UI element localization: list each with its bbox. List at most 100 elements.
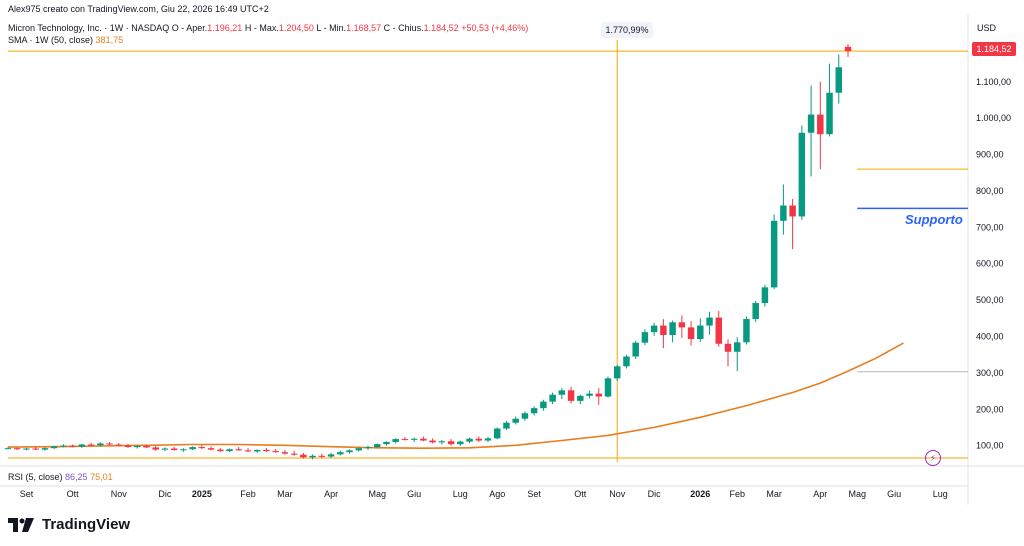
y-tick-label: 100,00 <box>976 441 1004 451</box>
candle-body <box>567 390 575 401</box>
lightning-icon[interactable]: ⚡ <box>925 450 941 466</box>
x-tick-label: Giu <box>887 489 901 499</box>
candle-body <box>540 401 547 409</box>
candle-body <box>706 317 713 326</box>
candle-body <box>309 455 316 458</box>
candle-body <box>69 445 76 447</box>
candle-body <box>364 447 372 449</box>
candle-body <box>78 444 86 447</box>
candle-body <box>826 92 833 135</box>
x-tick-label: 2026 <box>690 489 710 499</box>
x-tick-label: Apr <box>813 489 827 499</box>
sma-legend: SMA · 1W (50, close) 381,75 <box>8 35 123 45</box>
candle-body <box>503 422 510 429</box>
candle-body <box>743 319 750 343</box>
x-tick-label: Set <box>20 489 34 499</box>
candle-body <box>807 114 815 133</box>
y-tick-label: 200,00 <box>976 404 1004 414</box>
candle-body <box>697 325 704 340</box>
candle-body <box>235 449 242 451</box>
candle-body <box>678 322 686 328</box>
open-value: 1.196,21 <box>207 23 243 33</box>
y-tick-label: 1.100,00 <box>976 77 1011 87</box>
candle-body <box>180 449 187 451</box>
sma-label: SMA · 1W (50, close) <box>8 35 94 45</box>
symbol-description: Micron Technology, Inc. · 1W · NASDAQ <box>8 23 170 33</box>
close-label: C - Chius. <box>383 23 424 33</box>
candle-body <box>595 393 602 397</box>
support-annotation: Supporto <box>905 212 963 227</box>
sma-value: 381,75 <box>95 35 124 45</box>
rsi-legend: RSI (5, close) 86,25 75,01 <box>8 472 113 482</box>
candle-body <box>715 317 722 344</box>
x-tick-label: Lug <box>453 489 468 499</box>
candle-body <box>106 443 113 445</box>
x-tick-label: Ago <box>489 489 505 499</box>
measure-label: 1.770,99% <box>601 22 653 38</box>
candle-body <box>374 444 381 448</box>
candle-body <box>614 366 621 379</box>
candle-body <box>457 441 464 445</box>
candle-body <box>263 449 270 452</box>
candle-body <box>586 393 593 396</box>
x-tick-label: Ott <box>574 489 587 499</box>
candle-body <box>355 448 362 451</box>
candle-body <box>337 452 344 455</box>
candle-body <box>124 445 132 448</box>
candle-body <box>346 450 353 453</box>
candle-body <box>383 441 390 445</box>
low-value: 1.168,57 <box>346 23 382 33</box>
x-tick-label: Nov <box>609 489 626 499</box>
candle-body <box>438 441 446 443</box>
candle-body <box>254 449 261 452</box>
candle-body <box>134 445 141 448</box>
candle-body <box>494 428 501 439</box>
x-tick-label: Mar <box>766 489 782 499</box>
currency-label: USD <box>977 23 997 33</box>
candle-body <box>521 413 529 419</box>
tradingview-logo: TradingView <box>8 516 130 533</box>
y-tick-label: 500,00 <box>976 295 1004 305</box>
candle-body <box>687 327 695 340</box>
candle-body <box>650 325 658 333</box>
tradingview-logo-icon <box>8 517 34 532</box>
candle-body <box>817 114 824 135</box>
rsi-value-1: 86,25 <box>65 472 88 482</box>
candle-body <box>734 342 741 352</box>
y-tick-label: 700,00 <box>976 222 1004 232</box>
x-tick-label: Feb <box>240 489 256 499</box>
y-tick-label: 1.000,00 <box>976 113 1011 123</box>
candle-body <box>752 303 759 320</box>
high-label: H - Max. <box>244 23 279 33</box>
candle-body <box>789 205 796 217</box>
y-tick-label: 300,00 <box>976 368 1004 378</box>
sma-50-line <box>7 342 904 450</box>
tradingview-logo-text: TradingView <box>42 516 131 533</box>
candle-body <box>170 448 178 450</box>
candle-body <box>401 439 409 441</box>
candle-body <box>87 444 95 446</box>
candle-body <box>97 443 104 446</box>
candle-body <box>798 132 806 217</box>
credit-text: Alex975 creato con TradingView.com, Giu … <box>8 4 269 14</box>
candle-body <box>447 441 455 445</box>
candle-body <box>669 322 676 336</box>
change-value: +50,53 (+4,46%) <box>461 23 529 33</box>
candle-body <box>207 448 215 450</box>
candle-body <box>623 356 630 367</box>
y-tick-label: 800,00 <box>976 186 1004 196</box>
x-tick-label: Lug <box>933 489 948 499</box>
candle-body <box>724 343 732 352</box>
candle-body <box>761 287 769 304</box>
candle-body <box>272 451 279 453</box>
x-tick-label: Mar <box>277 489 293 499</box>
candle-body <box>420 438 427 441</box>
y-tick-label: 400,00 <box>976 331 1004 341</box>
candle-body <box>226 449 233 452</box>
candle-body <box>41 448 49 450</box>
candle-body <box>844 46 852 52</box>
x-tick-label: Apr <box>324 489 338 499</box>
candle-body <box>4 448 12 450</box>
candle-body <box>318 455 326 457</box>
